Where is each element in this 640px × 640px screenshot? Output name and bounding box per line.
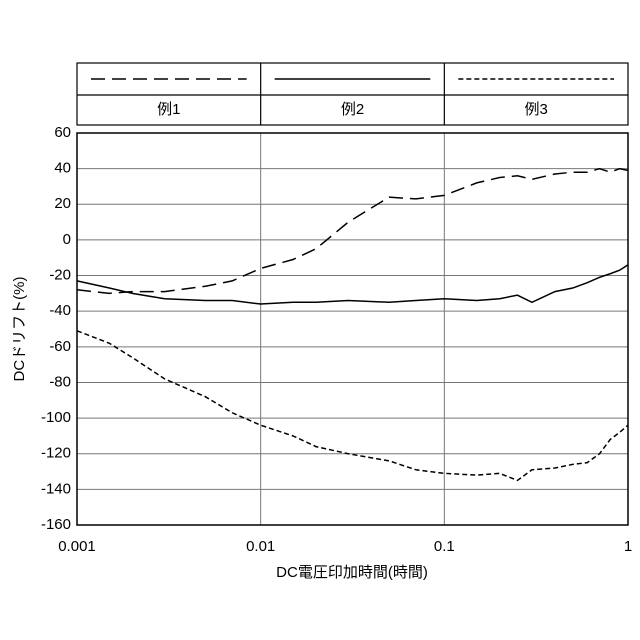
x-tick-label: 0.1	[434, 538, 455, 555]
y-tick-label: -60	[49, 338, 71, 355]
legend-label: 例2	[341, 101, 364, 118]
line-series	[77, 169, 628, 294]
y-tick-label: -80	[49, 373, 71, 390]
x-tick-label: 1	[624, 538, 632, 555]
y-tick-label: -20	[49, 267, 71, 284]
y-axis-label: DCドリフト(%)	[11, 277, 28, 382]
y-tick-label: -120	[41, 445, 71, 462]
x-tick-label: 0.001	[58, 538, 96, 555]
x-axis-label: DC電圧印加時間(時間)	[276, 564, 428, 581]
y-tick-label: 0	[63, 231, 71, 248]
legend-label: 例1	[157, 101, 180, 118]
y-tick-label: 20	[54, 195, 71, 212]
y-tick-label: -100	[41, 409, 71, 426]
y-tick-label: 40	[54, 160, 71, 177]
chart: DCドリフト(%) DC電圧印加時間(時間) 例1 例2 例3 -160 -140 -12…	[0, 0, 640, 640]
x-tick-label: 0.01	[246, 538, 275, 555]
y-tick-label: -140	[41, 480, 71, 497]
line-series	[77, 331, 628, 481]
legend-label: 例3	[524, 101, 547, 118]
plot-frame	[77, 133, 628, 525]
y-tick-label: -40	[49, 302, 71, 319]
y-tick-label: 60	[54, 124, 71, 141]
line-series	[77, 265, 628, 304]
y-tick-label: -160	[41, 516, 71, 533]
